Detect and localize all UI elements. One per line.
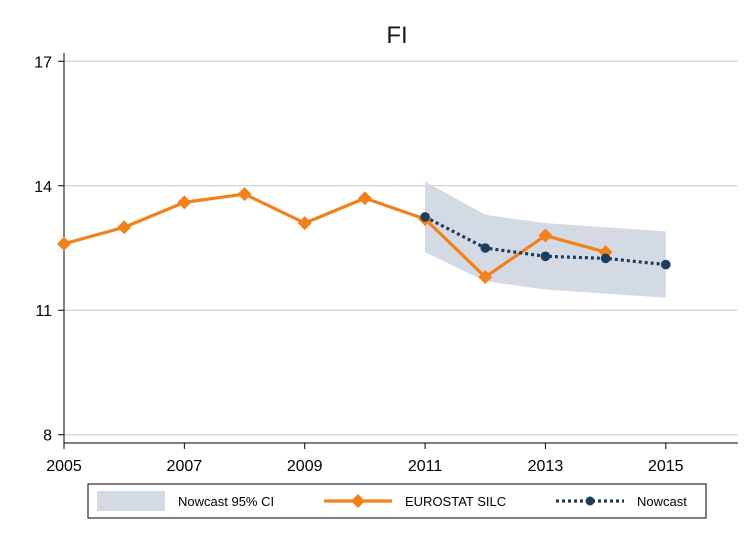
eurostat-silc-point	[357, 191, 372, 206]
x-tick-label: 2011	[408, 458, 443, 475]
x-tick-label: 2009	[287, 458, 323, 475]
y-tick-label: 8	[43, 428, 52, 445]
nowcast-point	[480, 243, 491, 253]
eurostat-silc-line	[63, 192, 607, 279]
series-layer	[57, 187, 671, 285]
legend-swatch-nowcast-marker	[585, 496, 595, 506]
legend-label-nowcast: Nowcast	[637, 494, 687, 509]
y-tick-label: 14	[34, 179, 52, 196]
nowcast-point	[420, 212, 430, 222]
eurostat-silc-point	[297, 216, 312, 231]
nowcast-point	[600, 253, 611, 264]
y-tick-label: 11	[35, 303, 52, 320]
eurostat-silc-point	[117, 220, 132, 235]
eurostat-silc-point	[538, 228, 553, 243]
x-tick-label: 2015	[648, 458, 684, 475]
x-tick-label: 2013	[528, 458, 564, 475]
eurostat-silc-point	[57, 236, 71, 251]
legend-swatch-eurostat-marker	[351, 494, 365, 508]
nowcast-point	[540, 251, 551, 262]
chart-title: FI	[386, 22, 407, 49]
y-tick-label: 17	[34, 54, 52, 71]
x-tick-labels: 2005 2007 2009 2011 2013 2015	[46, 458, 683, 475]
x-tick-label: 2007	[167, 458, 203, 475]
x-tick-label: 2005	[46, 458, 82, 475]
legend-label-eurostat: EUROSTAT SILC	[405, 494, 506, 509]
legend-box	[87, 483, 707, 519]
legend-label-ci: Nowcast 95% CI	[178, 494, 274, 509]
eurostat-silc-point	[177, 195, 192, 210]
nowcast-point	[660, 259, 671, 270]
legend-swatch-ci-band	[97, 491, 165, 511]
legend: Nowcast 95% CI EUROSTAT SILC Nowcast	[87, 483, 707, 519]
eurostat-silc-point	[237, 187, 252, 202]
eurostat-silc-point	[478, 270, 493, 285]
y-tick-labels: 8 11 14 17	[34, 54, 52, 444]
gridlines	[64, 60, 738, 436]
